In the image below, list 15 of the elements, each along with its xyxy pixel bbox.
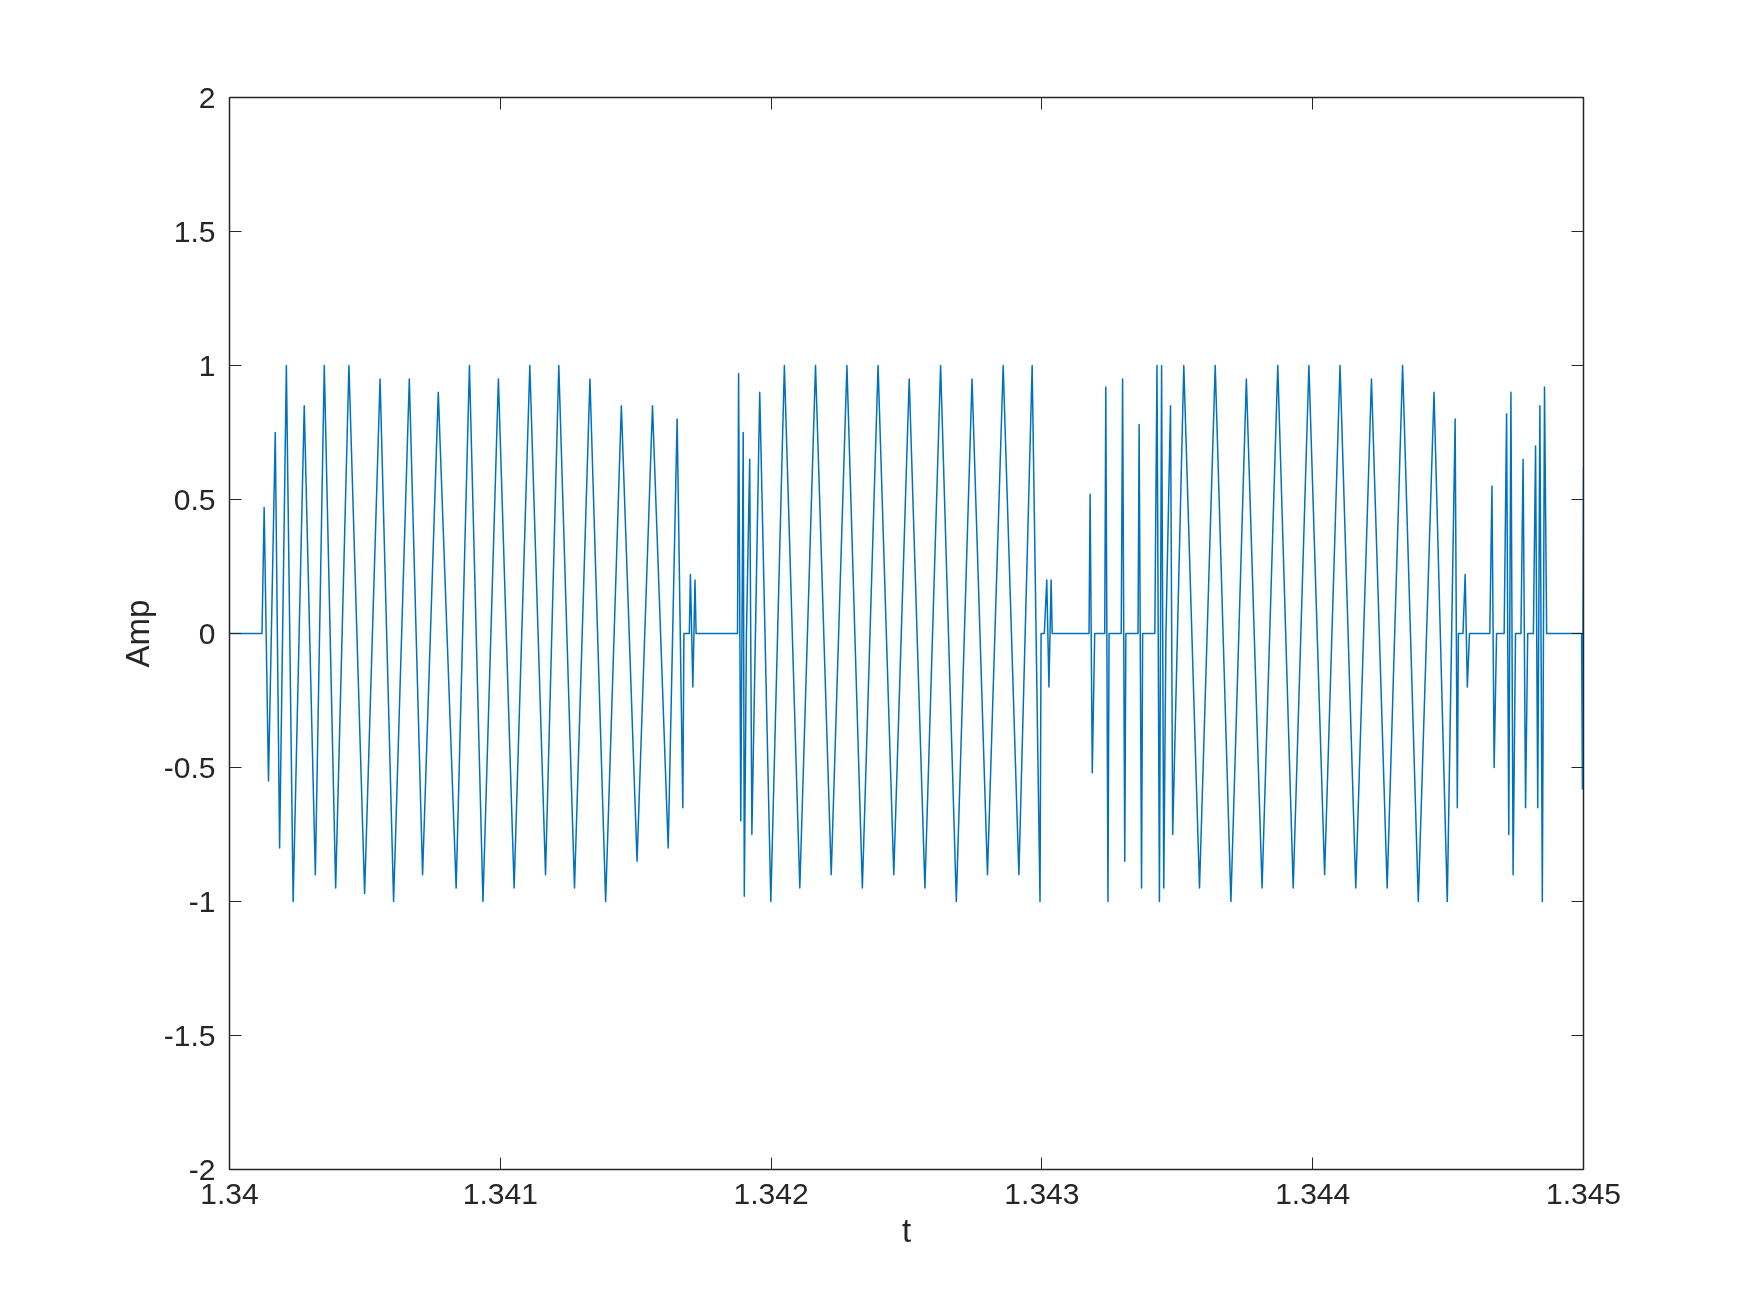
y-tick-label: 0	[198, 616, 216, 650]
y-axis-title: Amp	[118, 599, 156, 668]
y-tick-label: 1	[198, 348, 216, 382]
x-tick-label: 1.341	[462, 1176, 538, 1210]
y-tick-label: -0.5	[163, 750, 216, 784]
x-axis-title: t	[901, 1211, 912, 1249]
x-tick-label: 1.344	[1275, 1176, 1351, 1210]
y-tick-label: 2	[198, 80, 216, 114]
x-tick-label: 1.342	[733, 1176, 809, 1210]
y-tick-label: 1.5	[173, 214, 216, 248]
x-tick-label: 1.345	[1545, 1176, 1622, 1210]
y-tick-label: -1.5	[163, 1018, 216, 1052]
y-tick-label: 0.5	[173, 482, 216, 516]
y-tick-label: -1	[188, 884, 216, 918]
x-tick-label: 1.343	[1004, 1176, 1080, 1210]
